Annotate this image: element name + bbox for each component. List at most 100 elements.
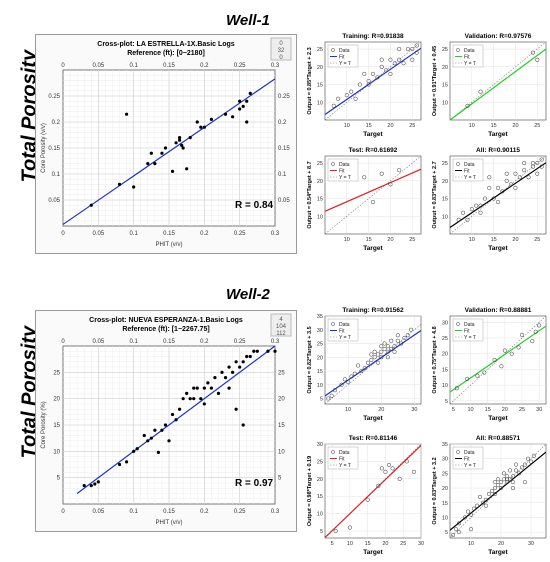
y-tick-label: 5	[320, 529, 323, 535]
y-tick-label: 25	[442, 161, 448, 167]
data-point	[482, 370, 487, 375]
data-point	[216, 391, 221, 395]
well-2-training-plot: Training: R=0.91562 10 20 30 5 10 15 20 25 30 35 Ta…	[307, 307, 422, 422]
y-axis-label: Output ≈ 0.85*Target + 2.3	[307, 47, 313, 114]
legend-data-label: Data	[339, 162, 350, 168]
legend-data-label: Data	[339, 450, 350, 456]
data-point	[89, 203, 93, 207]
r-value-label: R = 0.84	[235, 200, 274, 211]
x-tick-label: 25	[534, 237, 540, 243]
legend-yt-label: Y = T	[464, 175, 476, 181]
regression-series	[450, 316, 546, 404]
data-point	[231, 115, 235, 119]
fit-line	[450, 325, 546, 393]
data-point	[454, 386, 459, 391]
data-point	[525, 456, 531, 461]
well-1-test-plot: Test: R=0.61692 10 15 20 25 10 15 20 25 Target Out…	[307, 147, 422, 252]
data-point	[397, 476, 402, 481]
data-point	[535, 161, 540, 166]
data-point	[489, 488, 495, 494]
data-point	[181, 146, 185, 150]
x-tick-label: 0.25	[234, 509, 246, 515]
data-point	[375, 75, 380, 80]
x-tick-label: 30	[528, 541, 534, 547]
data-point	[199, 397, 203, 401]
data-point	[509, 351, 514, 356]
data-point	[342, 377, 347, 382]
regression-title: Test: R=0.81146	[349, 435, 398, 442]
x-tick-label: 0.3	[271, 231, 280, 237]
legend-box	[452, 318, 484, 342]
fit-line	[325, 47, 421, 115]
legend-box	[327, 446, 359, 470]
legend-data-label: Data	[464, 322, 475, 328]
data-point	[501, 477, 507, 482]
data-point	[410, 57, 415, 62]
well-1-title: Well-1	[226, 12, 270, 29]
data-point	[468, 527, 474, 532]
y-tick-label: 30	[442, 320, 448, 326]
data-point	[410, 47, 415, 52]
data-point	[462, 515, 468, 520]
corner-box	[270, 313, 292, 337]
data-point	[500, 189, 505, 194]
data-point	[528, 459, 534, 464]
data-point	[132, 449, 136, 453]
data-point	[499, 364, 504, 369]
y-tick-label: 10	[442, 214, 448, 220]
y-axis-label: Output ≈ 0.82*Target + 3.5	[307, 326, 313, 393]
corner-value: 104	[276, 324, 287, 330]
data-point	[469, 207, 474, 212]
data-point	[519, 332, 525, 337]
data-point	[125, 112, 129, 116]
data-point	[495, 477, 501, 482]
fit-line	[450, 451, 546, 531]
x-top-tick-label: 0.05	[92, 339, 104, 345]
legend-data-label: Data	[339, 322, 350, 328]
legend-data-label: Data	[339, 48, 350, 54]
well-2-test-plot: Test: R=0.81146 5 10 15 20 25 30 5 10 15 20 25 30 Tar…	[307, 435, 424, 556]
data-point	[409, 327, 414, 332]
y-tick-label: 25	[317, 161, 323, 167]
well-2-validation-plot: Validation: R=0.88881 5 10 15 20 25 30 5 10 15 20 2…	[432, 307, 547, 422]
regression-series	[450, 42, 546, 120]
data-point	[392, 344, 397, 349]
legend-fit-label: Fit	[339, 457, 345, 463]
x-tick-label: 20	[512, 123, 518, 129]
legend-data-marker	[456, 322, 460, 326]
y-right-tick-label: 0.2	[278, 120, 287, 126]
x-top-tick-label: 0.2	[200, 63, 209, 69]
y-tick-label: 15	[317, 494, 323, 500]
y-tick-label: 25	[442, 471, 448, 477]
y-tick-label: 25	[317, 342, 323, 348]
corner-value: 32	[278, 48, 285, 54]
legend-data-marker	[331, 450, 335, 454]
corner-value: 0	[279, 55, 283, 61]
y-right-tick-label: 25	[278, 370, 285, 376]
fit-line	[62, 78, 276, 225]
legend-data-label: Data	[464, 48, 475, 54]
data-point	[273, 349, 277, 353]
data-point	[185, 167, 189, 171]
data-point	[153, 428, 157, 432]
data-point	[465, 217, 470, 222]
x-tick-label: 0.05	[92, 509, 104, 515]
data-point	[349, 374, 354, 379]
data-point	[414, 50, 419, 55]
x-tick-label: 15	[365, 541, 371, 547]
data-point	[510, 486, 516, 491]
regression-series	[325, 156, 421, 234]
legend-fit-label: Fit	[464, 457, 470, 463]
data-point	[513, 171, 518, 176]
data-point	[160, 151, 164, 155]
data-point	[188, 136, 192, 140]
y-axis-label: Output ≈ 0.83*Target + 2.7	[432, 161, 438, 228]
x-tick-label: 30	[536, 407, 542, 413]
data-point	[530, 339, 535, 344]
data-point	[502, 348, 507, 353]
data-point	[530, 161, 535, 166]
data-point	[531, 453, 537, 458]
y-tick-label: 5	[57, 476, 61, 482]
regression-series	[450, 444, 546, 538]
data-point	[539, 157, 544, 162]
